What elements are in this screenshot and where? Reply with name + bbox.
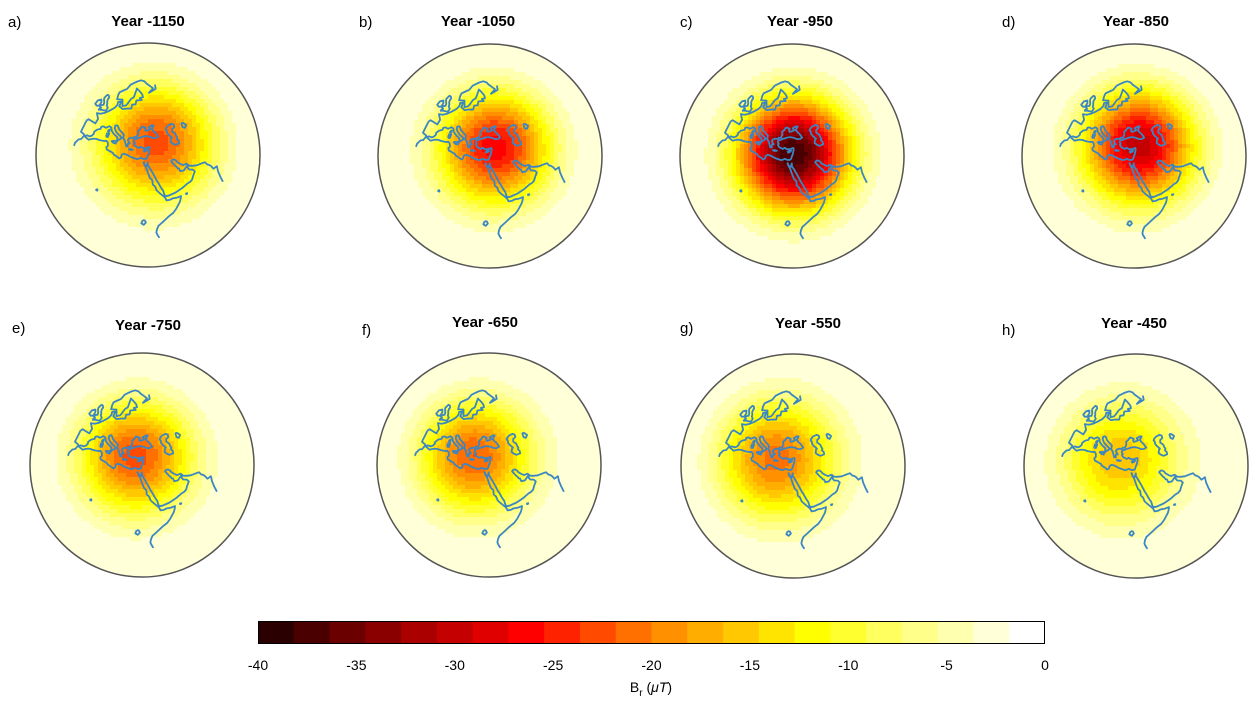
colorbar-swatch [901, 621, 939, 644]
colorbar-tick-label: -40 [248, 657, 268, 673]
colorbar-swatch [508, 621, 545, 644]
globe-map [377, 43, 603, 269]
coastlines [1061, 390, 1212, 550]
globe-map [679, 43, 905, 269]
globe-frame [29, 352, 255, 578]
colorbar-swatch [1009, 621, 1045, 644]
colorbar-label-main: B [630, 679, 639, 695]
globe-map [1023, 353, 1249, 579]
globe-map [1021, 43, 1247, 269]
globe-frame [1021, 43, 1247, 269]
colorbar-swatch [794, 621, 831, 644]
colorbar-swatch [651, 621, 688, 644]
globe-map [376, 352, 602, 578]
colorbar-tick-label: -10 [838, 657, 858, 673]
colorbar [258, 621, 1045, 644]
panel-letter: b) [359, 14, 372, 31]
colorbar-swatch [436, 621, 474, 644]
colorbar-tick-label: 0 [1041, 657, 1049, 673]
panel-title: Year -750 [115, 317, 181, 334]
colorbar-swatch [579, 621, 617, 644]
globe-map [680, 353, 906, 579]
colorbar-swatch [866, 621, 903, 644]
colorbar-tick-label: -25 [543, 657, 563, 673]
panel-letter: g) [680, 320, 693, 337]
globe-frame [679, 43, 905, 269]
panel-title: Year -850 [1103, 13, 1169, 30]
globe-frame [1023, 353, 1249, 579]
panel-title: Year -1150 [111, 13, 184, 30]
colorbar-tick-label: -5 [940, 657, 952, 673]
coastlines [415, 80, 566, 240]
globe-frame [35, 42, 261, 268]
colorbar-label-sub: r [639, 688, 642, 699]
colorbar-swatch [258, 621, 295, 644]
panel-letter: e) [12, 320, 25, 337]
colorbar-label-unit: μT [651, 679, 667, 695]
coastlines [717, 80, 868, 240]
colorbar-swatch [329, 621, 366, 644]
coastlines [73, 79, 224, 239]
colorbar-tick-label: -30 [445, 657, 465, 673]
colorbar-swatch [687, 621, 724, 644]
panel-title: Year -950 [767, 13, 833, 30]
coastlines [1059, 80, 1210, 240]
colorbar-tick-label: -35 [346, 657, 366, 673]
colorbar-swatch [365, 621, 402, 644]
colorbar-swatch [401, 621, 438, 644]
panel-letter: c) [680, 14, 693, 31]
colorbar-swatch [472, 621, 510, 644]
br-anomaly-field [680, 44, 904, 268]
panel-letter: d) [1002, 14, 1015, 31]
panel-title: Year -1050 [441, 13, 515, 30]
colorbar-swatch [758, 621, 796, 644]
colorbar-label: Br (μT) [630, 679, 672, 699]
globe-map [35, 42, 261, 268]
colorbar-swatch [723, 621, 760, 644]
panel-title: Year -450 [1101, 315, 1167, 332]
panel-title: Year -550 [775, 315, 841, 332]
colorbar-swatch [830, 621, 867, 644]
colorbar-swatch [293, 621, 331, 644]
globe-frame [376, 352, 602, 578]
panel-letter: a) [8, 14, 21, 31]
panel-letter: h) [1002, 322, 1015, 339]
panel-letter: f) [362, 322, 371, 339]
colorbar-swatch [544, 621, 581, 644]
panel-title: Year -650 [452, 314, 518, 331]
colorbar-swatch [937, 621, 975, 644]
colorbar-tick-label: -20 [641, 657, 661, 673]
coastlines [67, 389, 218, 549]
coastlines [718, 390, 869, 550]
colorbar-swatch [973, 621, 1010, 644]
colorbar-tick-label: -15 [740, 657, 760, 673]
globe-frame [377, 43, 603, 269]
coastlines [414, 389, 565, 549]
colorbar-swatch [615, 621, 653, 644]
globe-frame [680, 353, 906, 579]
colorbar-border [258, 621, 1045, 644]
globe-map [29, 352, 255, 578]
br-anomaly-field [378, 44, 602, 268]
